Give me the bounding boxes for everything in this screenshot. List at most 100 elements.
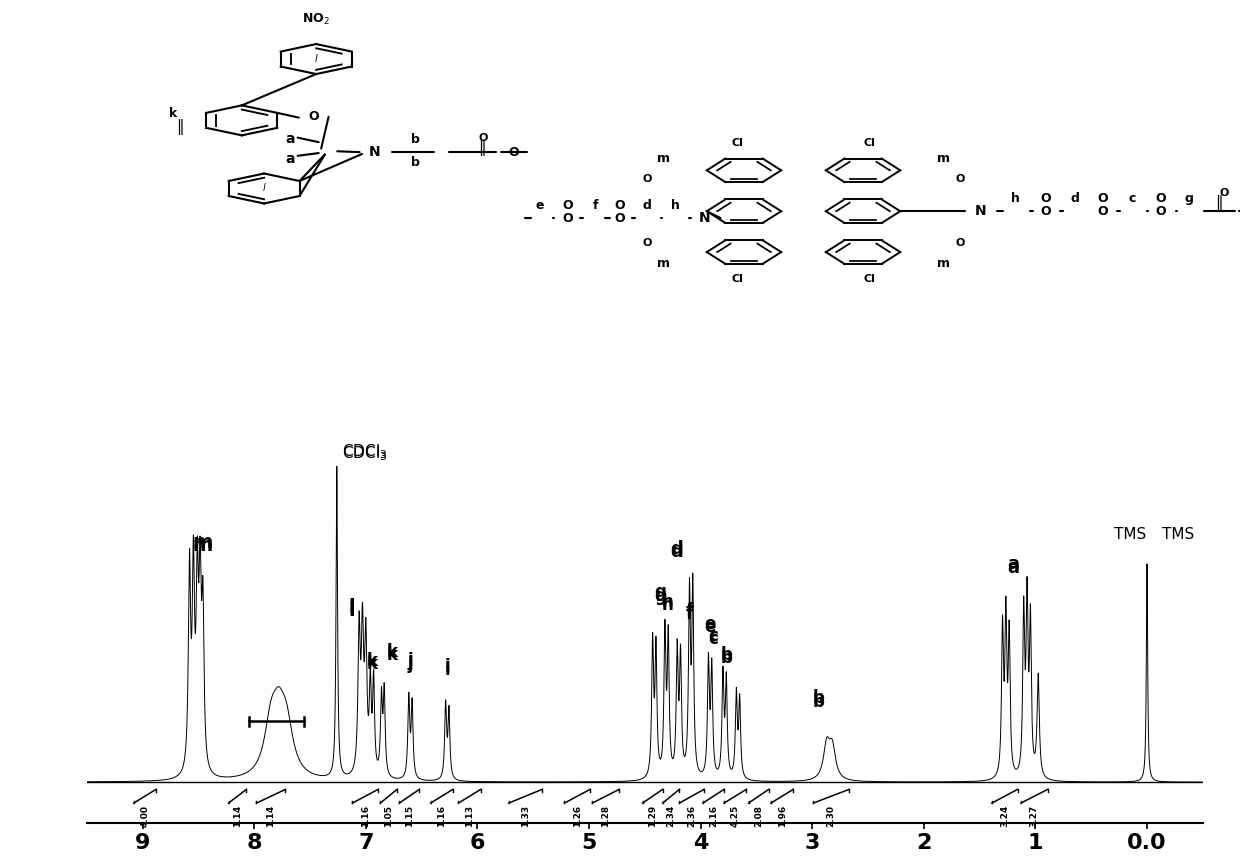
Text: e: e (536, 199, 543, 212)
Text: h: h (661, 593, 673, 611)
Text: 1.28: 1.28 (601, 805, 610, 827)
Text: TMS: TMS (1114, 527, 1147, 542)
Text: d: d (671, 540, 683, 558)
Text: 1.05: 1.05 (384, 805, 393, 827)
Text: c: c (1128, 192, 1136, 205)
Text: e: e (704, 614, 715, 632)
Text: f: f (686, 605, 693, 623)
Text: O: O (642, 175, 652, 184)
Text: O: O (615, 212, 625, 225)
Text: NO$_2$: NO$_2$ (303, 11, 330, 27)
Text: 1.29: 1.29 (649, 805, 657, 827)
Text: 3.24: 3.24 (1001, 805, 1009, 827)
Text: b: b (720, 646, 733, 664)
Text: a: a (285, 152, 295, 166)
Text: CDCl$_3$: CDCl$_3$ (342, 442, 387, 461)
Text: 2.08: 2.08 (754, 805, 763, 827)
Text: b: b (813, 689, 825, 707)
Text: i: i (444, 658, 450, 676)
Text: k: k (387, 646, 398, 664)
Text: 1.14: 1.14 (267, 805, 275, 827)
Text: O: O (1040, 205, 1050, 218)
Text: 1.96: 1.96 (777, 805, 786, 827)
Text: N: N (368, 145, 381, 159)
Text: 1.33: 1.33 (521, 805, 529, 827)
Text: 1.13: 1.13 (465, 805, 474, 827)
Text: 1.16: 1.16 (438, 805, 446, 827)
Text: ‖: ‖ (176, 119, 184, 135)
Text: h: h (1011, 192, 1021, 205)
Text: c: c (708, 627, 718, 645)
Text: O: O (955, 238, 965, 248)
Text: c: c (708, 630, 718, 648)
Text: m: m (657, 257, 670, 270)
Text: l: l (348, 598, 355, 617)
Text: 2.36: 2.36 (687, 805, 696, 827)
Text: f: f (686, 602, 693, 620)
Text: 1.16: 1.16 (361, 805, 370, 827)
Text: Cl: Cl (732, 138, 744, 148)
Text: Cl: Cl (863, 274, 875, 285)
Text: d: d (642, 199, 652, 212)
Text: O: O (1219, 188, 1229, 198)
Text: O: O (563, 199, 573, 212)
Text: b: b (410, 133, 420, 146)
Text: O: O (479, 133, 489, 142)
Text: d: d (671, 543, 683, 561)
Text: l: l (315, 54, 317, 64)
Text: m: m (937, 153, 950, 165)
Text: k: k (170, 107, 177, 120)
Text: m: m (192, 536, 213, 554)
Text: m: m (657, 153, 670, 165)
Text: e: e (704, 618, 715, 636)
Text: j: j (408, 652, 413, 670)
Text: 1.26: 1.26 (573, 805, 582, 827)
Text: m: m (192, 532, 213, 552)
Text: 2.34: 2.34 (667, 805, 676, 827)
Text: 2.30: 2.30 (827, 805, 836, 827)
Text: j: j (408, 655, 413, 673)
Text: l: l (263, 183, 265, 194)
Text: g: g (655, 586, 666, 604)
Text: a: a (1008, 559, 1019, 577)
Text: O: O (508, 146, 518, 159)
Text: 1.15: 1.15 (404, 805, 414, 827)
Text: b: b (813, 692, 825, 710)
Text: 4.00: 4.00 (140, 805, 149, 827)
Text: k: k (367, 652, 378, 670)
Text: O: O (955, 175, 965, 184)
Text: ‖: ‖ (1215, 195, 1223, 211)
Text: l: l (348, 601, 355, 620)
Text: O: O (642, 238, 652, 248)
Text: 1.14: 1.14 (233, 805, 242, 827)
Text: a: a (1008, 555, 1019, 573)
Text: O: O (563, 212, 573, 225)
Text: g: g (655, 584, 666, 602)
Text: g: g (1184, 192, 1194, 205)
Text: b: b (720, 649, 733, 667)
Text: a: a (285, 131, 295, 146)
Text: O: O (1097, 205, 1107, 218)
Text: f: f (593, 199, 598, 212)
Text: N: N (975, 204, 987, 219)
Text: O: O (309, 111, 319, 123)
Text: N: N (698, 211, 711, 225)
Text: CDCl$_3$: CDCl$_3$ (342, 444, 387, 463)
Text: k: k (387, 643, 398, 661)
Text: TMS: TMS (1162, 527, 1194, 542)
Text: b: b (410, 156, 420, 169)
Text: O: O (615, 199, 625, 212)
Text: h: h (671, 199, 681, 212)
Text: 2.16: 2.16 (709, 805, 718, 827)
Text: O: O (1040, 192, 1050, 205)
Text: 3.27: 3.27 (1029, 805, 1039, 827)
Text: h: h (661, 596, 673, 614)
Text: Cl: Cl (732, 274, 744, 285)
Text: d: d (1070, 192, 1080, 205)
Text: O: O (1097, 192, 1107, 205)
Text: k: k (367, 655, 378, 673)
Text: m: m (937, 257, 950, 270)
Text: 4.25: 4.25 (730, 805, 740, 827)
Text: Cl: Cl (863, 138, 875, 148)
Text: O: O (1156, 205, 1166, 218)
